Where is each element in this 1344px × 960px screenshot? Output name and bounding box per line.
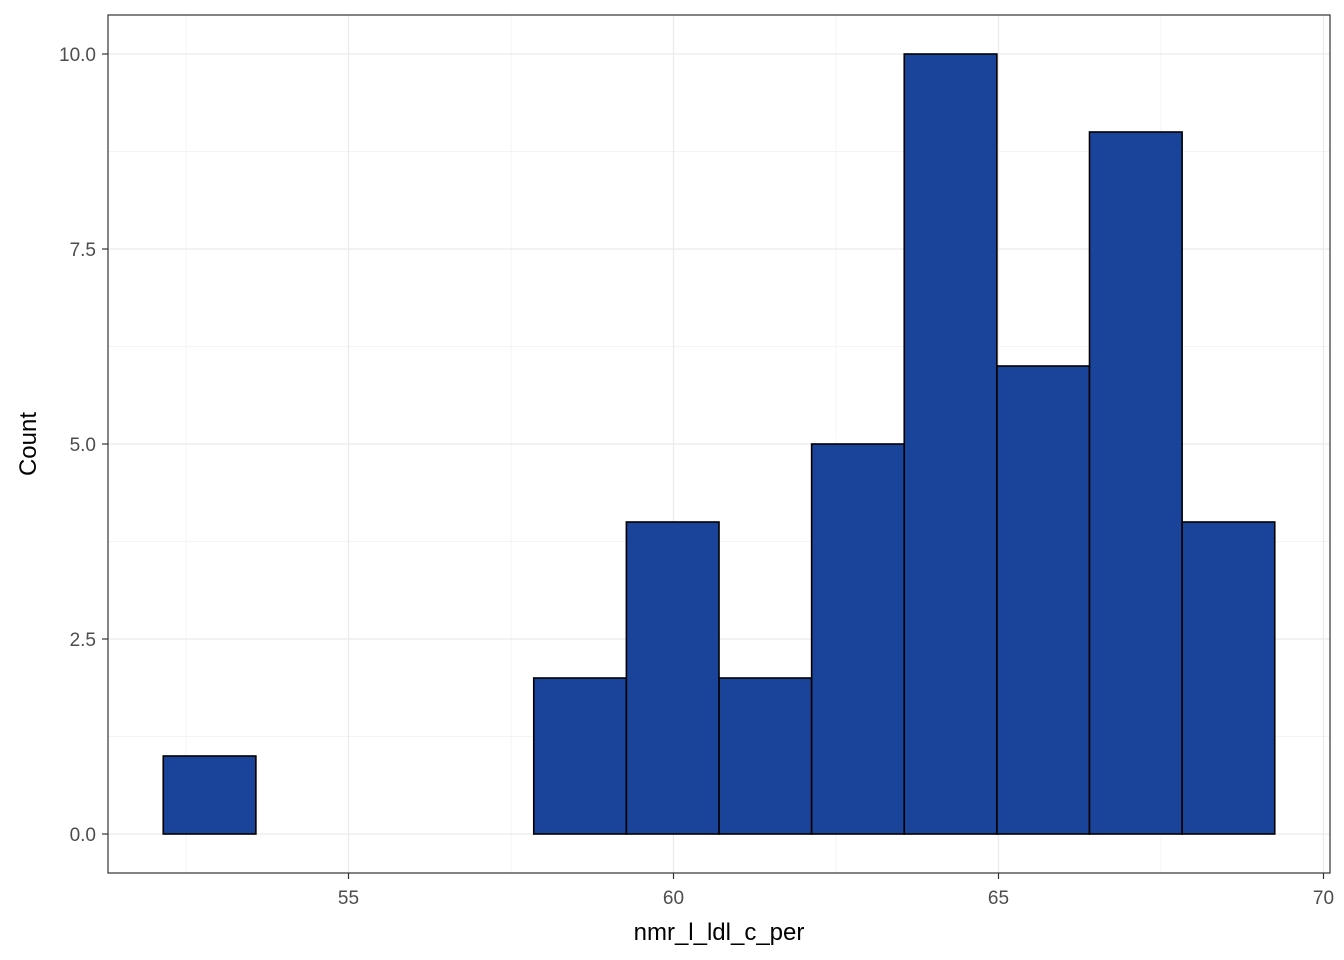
x-tick-label: 60: [663, 888, 684, 909]
y-tick-label: 2.5: [70, 630, 96, 651]
histogram-bar: [1181, 521, 1276, 835]
histogram-bar: [718, 677, 813, 835]
y-tick-label: 0.0: [70, 825, 96, 846]
histogram-bar: [903, 53, 998, 835]
y-axis-ticks: 0.0 2.5 5.0 7.5 10.0: [59, 45, 108, 846]
histogram-bar: [625, 521, 720, 835]
histogram-bar: [162, 755, 257, 835]
x-tick-label: 65: [988, 888, 1009, 909]
y-axis-title: Count: [15, 412, 42, 476]
x-tick-label: 55: [338, 888, 359, 909]
y-tick-label: 10.0: [59, 45, 96, 66]
histogram-bars: [162, 53, 1276, 835]
histogram-bar: [532, 677, 628, 835]
y-tick-label: 5.0: [70, 435, 96, 456]
y-tick-label: 7.5: [70, 240, 96, 261]
x-axis-title: nmr_l_ldl_c_per: [634, 919, 805, 946]
histogram-bar: [810, 443, 906, 835]
histogram-bar: [996, 365, 1091, 835]
histogram-bar: [1088, 131, 1183, 835]
x-axis-ticks: 55 60 65 70: [338, 873, 1334, 909]
x-tick-label: 70: [1313, 888, 1334, 909]
